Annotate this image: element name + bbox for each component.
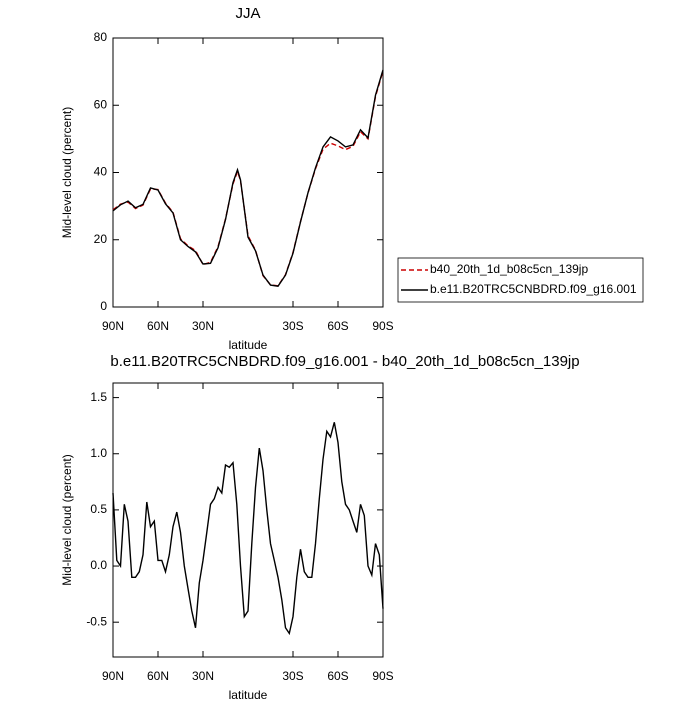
x-tick-label: 60N (147, 669, 169, 683)
y-tick-label: 0 (100, 299, 107, 313)
x-tick-label: 30S (282, 669, 303, 683)
chart-title: b.e11.B20TRC5CNBDRD.f09_g16.001 - b40_20… (110, 353, 579, 370)
x-axis-label: latitude (229, 338, 268, 352)
y-tick-label: 20 (94, 232, 108, 246)
x-tick-label: 30N (192, 319, 214, 333)
x-tick-label: 60N (147, 319, 169, 333)
x-axis-label: latitude (229, 688, 268, 702)
y-tick-label: 1.0 (90, 446, 107, 460)
x-tick-label: 90S (372, 319, 393, 333)
legend-label: b.e11.B20TRC5CNBDRD.f09_g16.001 (430, 282, 637, 296)
plot-frame (112, 382, 384, 658)
legend-label: b40_20th_1d_b08c5cn_139jp (430, 262, 588, 276)
y-tick-label: 40 (94, 165, 108, 179)
x-tick-label: 90S (372, 669, 393, 683)
y-tick-label: -0.5 (86, 614, 107, 628)
y-tick-label: 0.0 (90, 558, 107, 572)
y-tick-label: 1.5 (90, 390, 107, 404)
y-axis-label: Mid-level cloud (percent) (60, 107, 74, 238)
x-tick-label: 30N (192, 669, 214, 683)
x-tick-label: 60S (327, 319, 348, 333)
x-tick-label: 60S (327, 669, 348, 683)
plot-frame (112, 37, 384, 308)
chart-title: JJA (235, 5, 260, 22)
y-axis-label: Mid-level cloud (percent) (60, 454, 74, 585)
data-line (112, 422, 384, 636)
legend-box (397, 257, 644, 303)
x-tick-label: 90N (102, 669, 124, 683)
x-tick-label: 90N (102, 319, 124, 333)
data-line (112, 70, 384, 287)
y-tick-label: 80 (94, 30, 108, 44)
y-tick-label: 0.5 (90, 502, 107, 516)
x-tick-label: 30S (282, 319, 303, 333)
y-tick-label: 60 (94, 97, 108, 111)
data-line (112, 69, 384, 287)
